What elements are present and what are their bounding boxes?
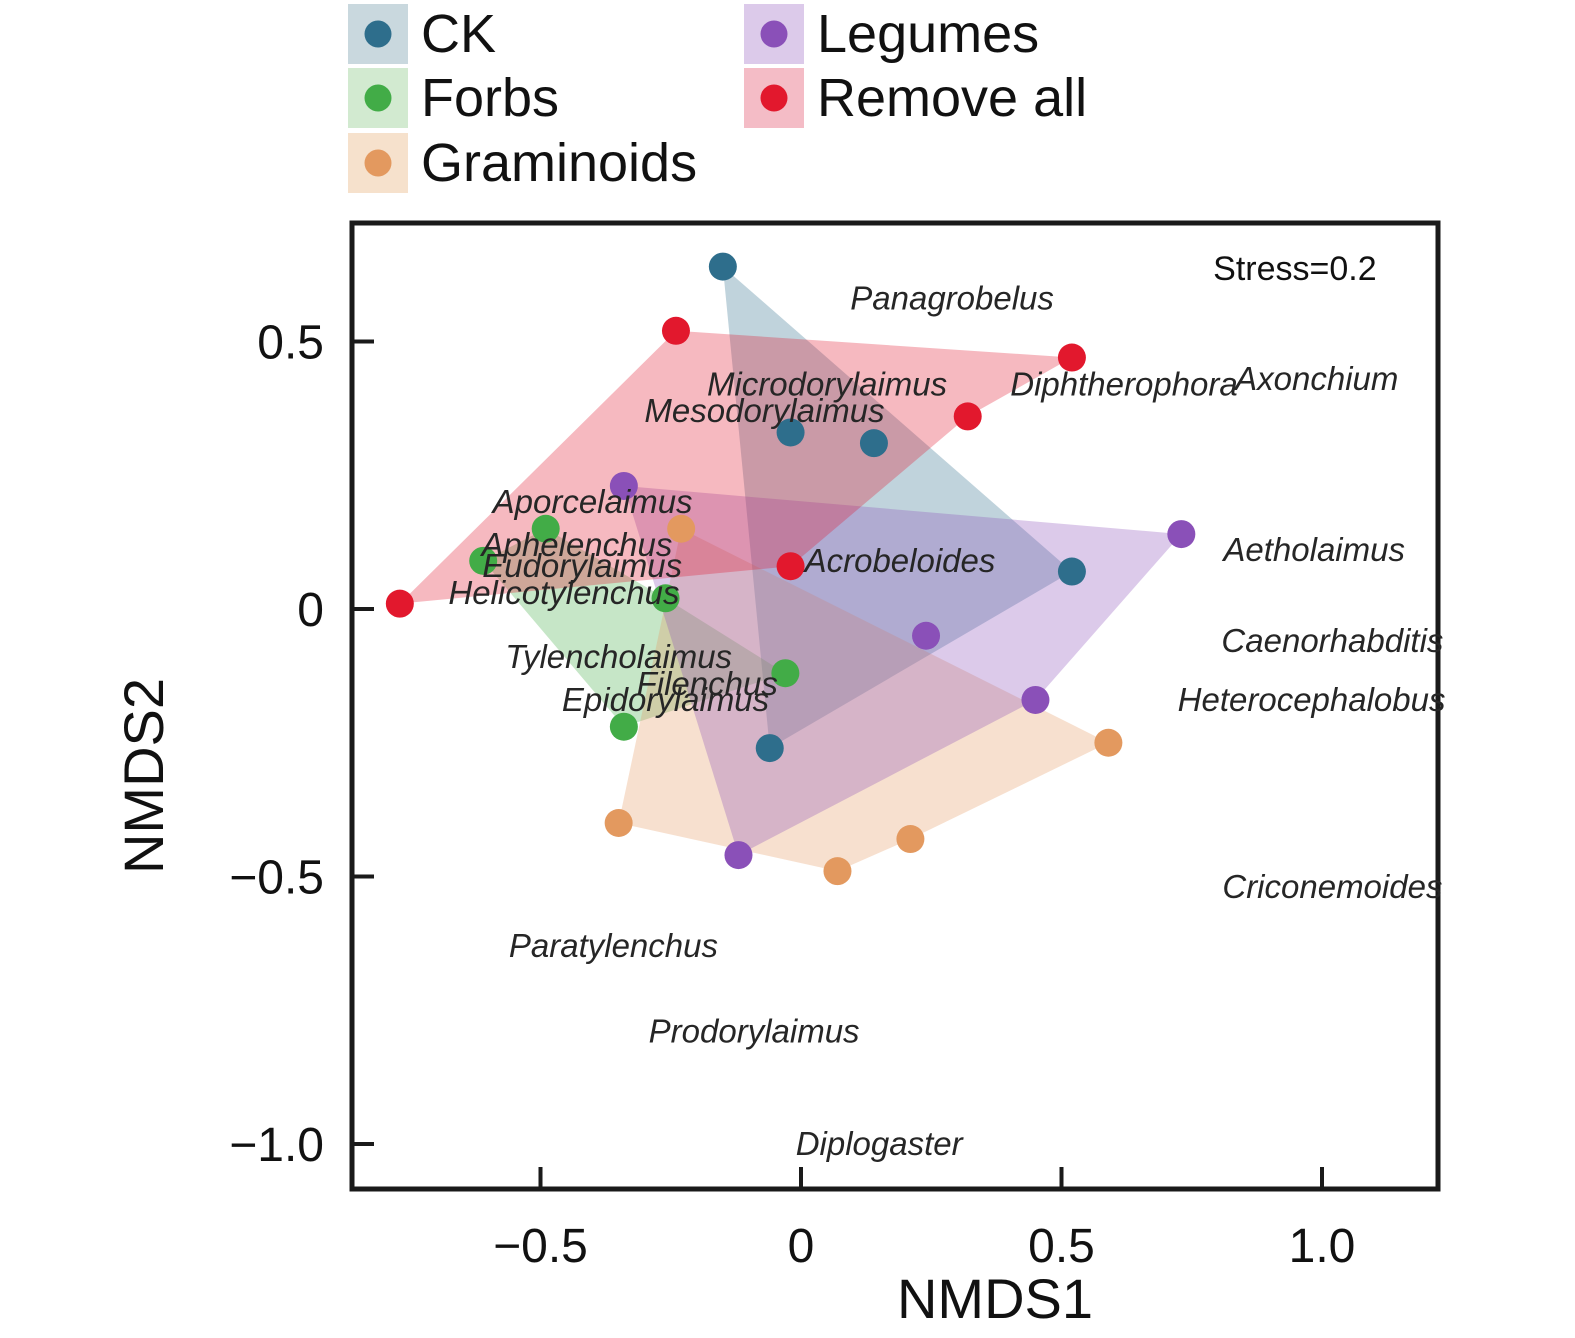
- genus-label-diplogaster: Diplogaster: [796, 1125, 965, 1162]
- y-axis-title: NMDS2: [112, 678, 175, 874]
- point-graminoids-5: [1094, 728, 1123, 757]
- genus-label-panagrobelus: Panagrobelus: [850, 280, 1054, 317]
- genus-label-criconemoides: Criconemoides: [1222, 868, 1442, 905]
- point-ck-1: [708, 252, 737, 281]
- ck-dot-icon: [364, 20, 392, 48]
- plot-legend: CK Forbs Graminoids Legumes Remove all: [0, 0, 1575, 200]
- genus-label-diphtherophora: Diphtherophora: [1010, 365, 1238, 402]
- genus-label-filenchus: Filenchus: [637, 665, 778, 702]
- legend-label-remove-all: Remove all: [817, 68, 1088, 128]
- genus-label-mesodorylaimus: Mesodorylaimus: [644, 392, 884, 429]
- point-forbs-4: [771, 659, 800, 688]
- x-axis-title: NMDS1: [897, 1267, 1093, 1330]
- legend-item-legumes: Legumes: [744, 4, 1039, 64]
- point-remove-all-4: [953, 402, 982, 431]
- plot-border: [349, 220, 1441, 1192]
- legend-label-legumes: Legumes: [817, 4, 1040, 64]
- genus-label-heterocephalobus: Heterocephalobus: [1178, 681, 1446, 718]
- hull-remove-all: [399, 330, 1072, 604]
- genus-label-aphelenchus: Aphelenchus: [480, 526, 673, 563]
- point-remove-all-2: [661, 316, 690, 345]
- point-remove-all-1: [385, 589, 414, 618]
- legumes-dot-icon: [760, 20, 788, 48]
- point-graminoids-1: [667, 514, 696, 543]
- legend-swatch-legumes: [744, 4, 804, 64]
- hull-forbs: [483, 528, 786, 727]
- genus-label-aporcelaimus: Aporcelaimus: [491, 483, 693, 520]
- point-ck-4: [1057, 557, 1086, 586]
- legend-item-remove-all: Remove all: [744, 68, 1087, 128]
- x-tick-label: 0.5: [1028, 1220, 1095, 1273]
- graminoids-dot-icon: [364, 149, 392, 177]
- hull-legumes: [623, 485, 1182, 856]
- point-ck-3: [859, 429, 888, 458]
- legend-item-ck: CK: [348, 4, 496, 64]
- legend-swatch-graminoids: [348, 133, 408, 193]
- genus-label-epidorylaimus: Epidorylaimus: [562, 681, 769, 718]
- point-legumes-5: [724, 841, 753, 870]
- genus-label-aetholaimus: Aetholaimus: [1221, 531, 1405, 568]
- legend-item-graminoids: Graminoids: [348, 133, 697, 193]
- point-legumes-4: [1021, 685, 1050, 714]
- legend-label-graminoids: Graminoids: [421, 133, 698, 193]
- point-ck-2: [776, 418, 805, 447]
- genus-label-helicotylenchus: Helicotylenchus: [448, 574, 679, 611]
- genus-label-tylencholaimus: Tylencholaimus: [505, 638, 732, 675]
- x-tick-label: 0: [788, 1220, 815, 1273]
- genus-label-acrobeloides: Acrobeloides: [803, 542, 996, 579]
- legend-swatch-ck: [348, 4, 408, 64]
- point-forbs-3: [651, 584, 680, 613]
- point-remove-all-5: [776, 552, 805, 581]
- point-graminoids-3: [823, 857, 852, 886]
- point-legumes-1: [609, 471, 638, 500]
- genus-label-axonchium: Axonchium: [1233, 360, 1398, 397]
- genus-label-eudorylaimus: Eudorylaimus: [482, 547, 682, 584]
- forbs-dot-icon: [364, 84, 392, 112]
- point-remove-all-3: [1057, 343, 1086, 372]
- y-tick-label: 0.5: [257, 317, 324, 370]
- point-legumes-3: [912, 621, 941, 650]
- point-forbs-1: [531, 514, 560, 543]
- legend-swatch-remove-all: [744, 68, 804, 128]
- y-tick-label: 0: [297, 584, 324, 637]
- genus-label-paratylenchus: Paratylenchus: [509, 927, 718, 964]
- point-forbs-5: [609, 712, 638, 741]
- y-tick-label: −1.0: [229, 1119, 324, 1172]
- x-tick-label: 1.0: [1289, 1220, 1356, 1273]
- point-graminoids-4: [896, 825, 925, 854]
- legend-swatch-forbs: [348, 68, 408, 128]
- point-ck-5: [755, 734, 784, 763]
- genus-label-caenorhabditis: Caenorhabditis: [1221, 622, 1443, 659]
- hull-graminoids: [618, 528, 1109, 872]
- legend-item-forbs: Forbs: [348, 68, 559, 128]
- y-tick-label: −0.5: [229, 852, 324, 905]
- x-tick-label: −0.5: [493, 1220, 588, 1273]
- legend-label-ck: CK: [421, 4, 497, 64]
- hull-ck: [722, 266, 1072, 749]
- point-graminoids-2: [604, 809, 633, 837]
- point-legumes-2: [1167, 520, 1196, 549]
- stress-annotation: Stress=0.2: [1213, 250, 1376, 288]
- genus-label-prodorylaimus: Prodorylaimus: [649, 1013, 860, 1050]
- remove-all-dot-icon: [760, 84, 788, 112]
- genus-label-microdorylaimus: Microdorylaimus: [707, 365, 947, 402]
- legend-label-forbs: Forbs: [421, 68, 560, 128]
- point-forbs-2: [469, 546, 498, 575]
